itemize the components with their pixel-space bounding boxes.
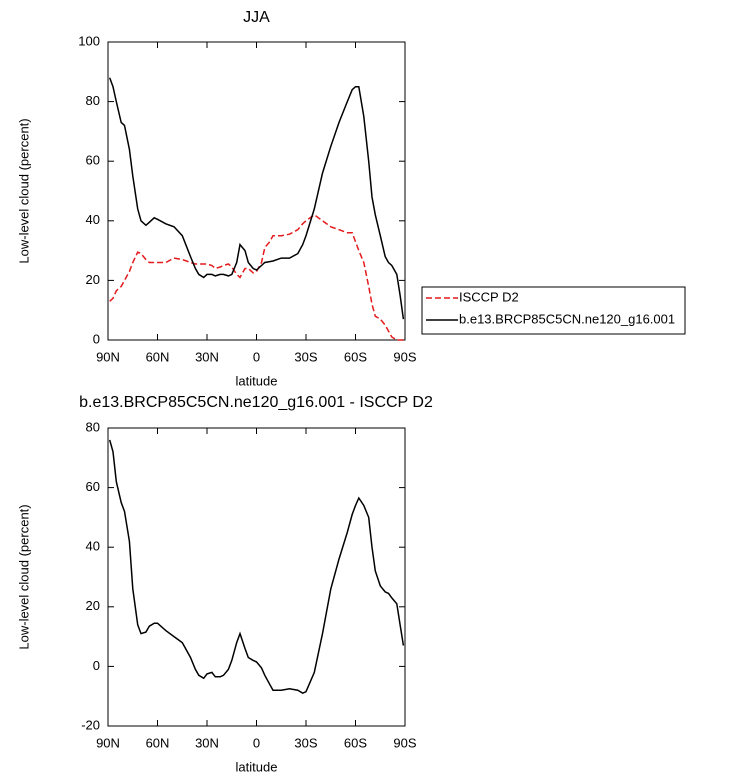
x-tick-label: 30N	[195, 349, 219, 364]
y-tick-label: 40	[86, 212, 100, 227]
x-tick-label: 60S	[344, 735, 367, 750]
y-tick-label: 80	[86, 93, 100, 108]
x-tick-label: 90S	[393, 735, 416, 750]
x-axis-label: latitude	[236, 373, 278, 388]
y-tick-label: 20	[86, 598, 100, 613]
plot-frame	[107, 41, 406, 341]
data-line	[108, 439, 405, 695]
x-tick-label: 30S	[294, 349, 317, 364]
y-tick-label: -20	[81, 717, 100, 732]
x-tick-label: 60N	[146, 349, 170, 364]
chart-title: b.e13.BRCP85C5CN.ne120_g16.001 - ISCCP D…	[79, 394, 433, 411]
y-tick-label: 60	[86, 153, 100, 168]
y-tick-label: 20	[86, 272, 100, 287]
y-tick-label: 60	[86, 479, 100, 494]
x-tick-label: 90N	[96, 349, 120, 364]
y-axis-label: Low-level cloud (percent)	[16, 504, 31, 649]
x-tick-label: 90S	[393, 349, 416, 364]
data-line	[108, 77, 405, 320]
y-tick-label: 0	[93, 658, 100, 673]
y-tick-label: 0	[93, 331, 100, 346]
x-axis-label: latitude	[236, 759, 278, 774]
x-tick-label: 90N	[96, 735, 120, 750]
plot-frame	[107, 427, 406, 727]
data-line	[109, 213, 404, 341]
x-tick-label: 0	[253, 735, 260, 750]
legend-label: ISCCP D2	[459, 289, 519, 304]
legend-label: b.e13.BRCP85C5CN.ne120_g16.001	[459, 311, 675, 326]
y-axis-label: Low-level cloud (percent)	[16, 118, 31, 263]
x-tick-label: 30S	[294, 735, 317, 750]
y-tick-label: 80	[86, 419, 100, 434]
x-tick-label: 30N	[195, 735, 219, 750]
y-tick-label: 40	[86, 539, 100, 554]
x-tick-label: 0	[253, 349, 260, 364]
legend-box	[421, 286, 686, 335]
x-tick-label: 60S	[344, 349, 367, 364]
chart-title: JJA	[243, 9, 270, 26]
y-tick-label: 100	[78, 33, 100, 48]
x-tick-label: 60N	[146, 735, 170, 750]
